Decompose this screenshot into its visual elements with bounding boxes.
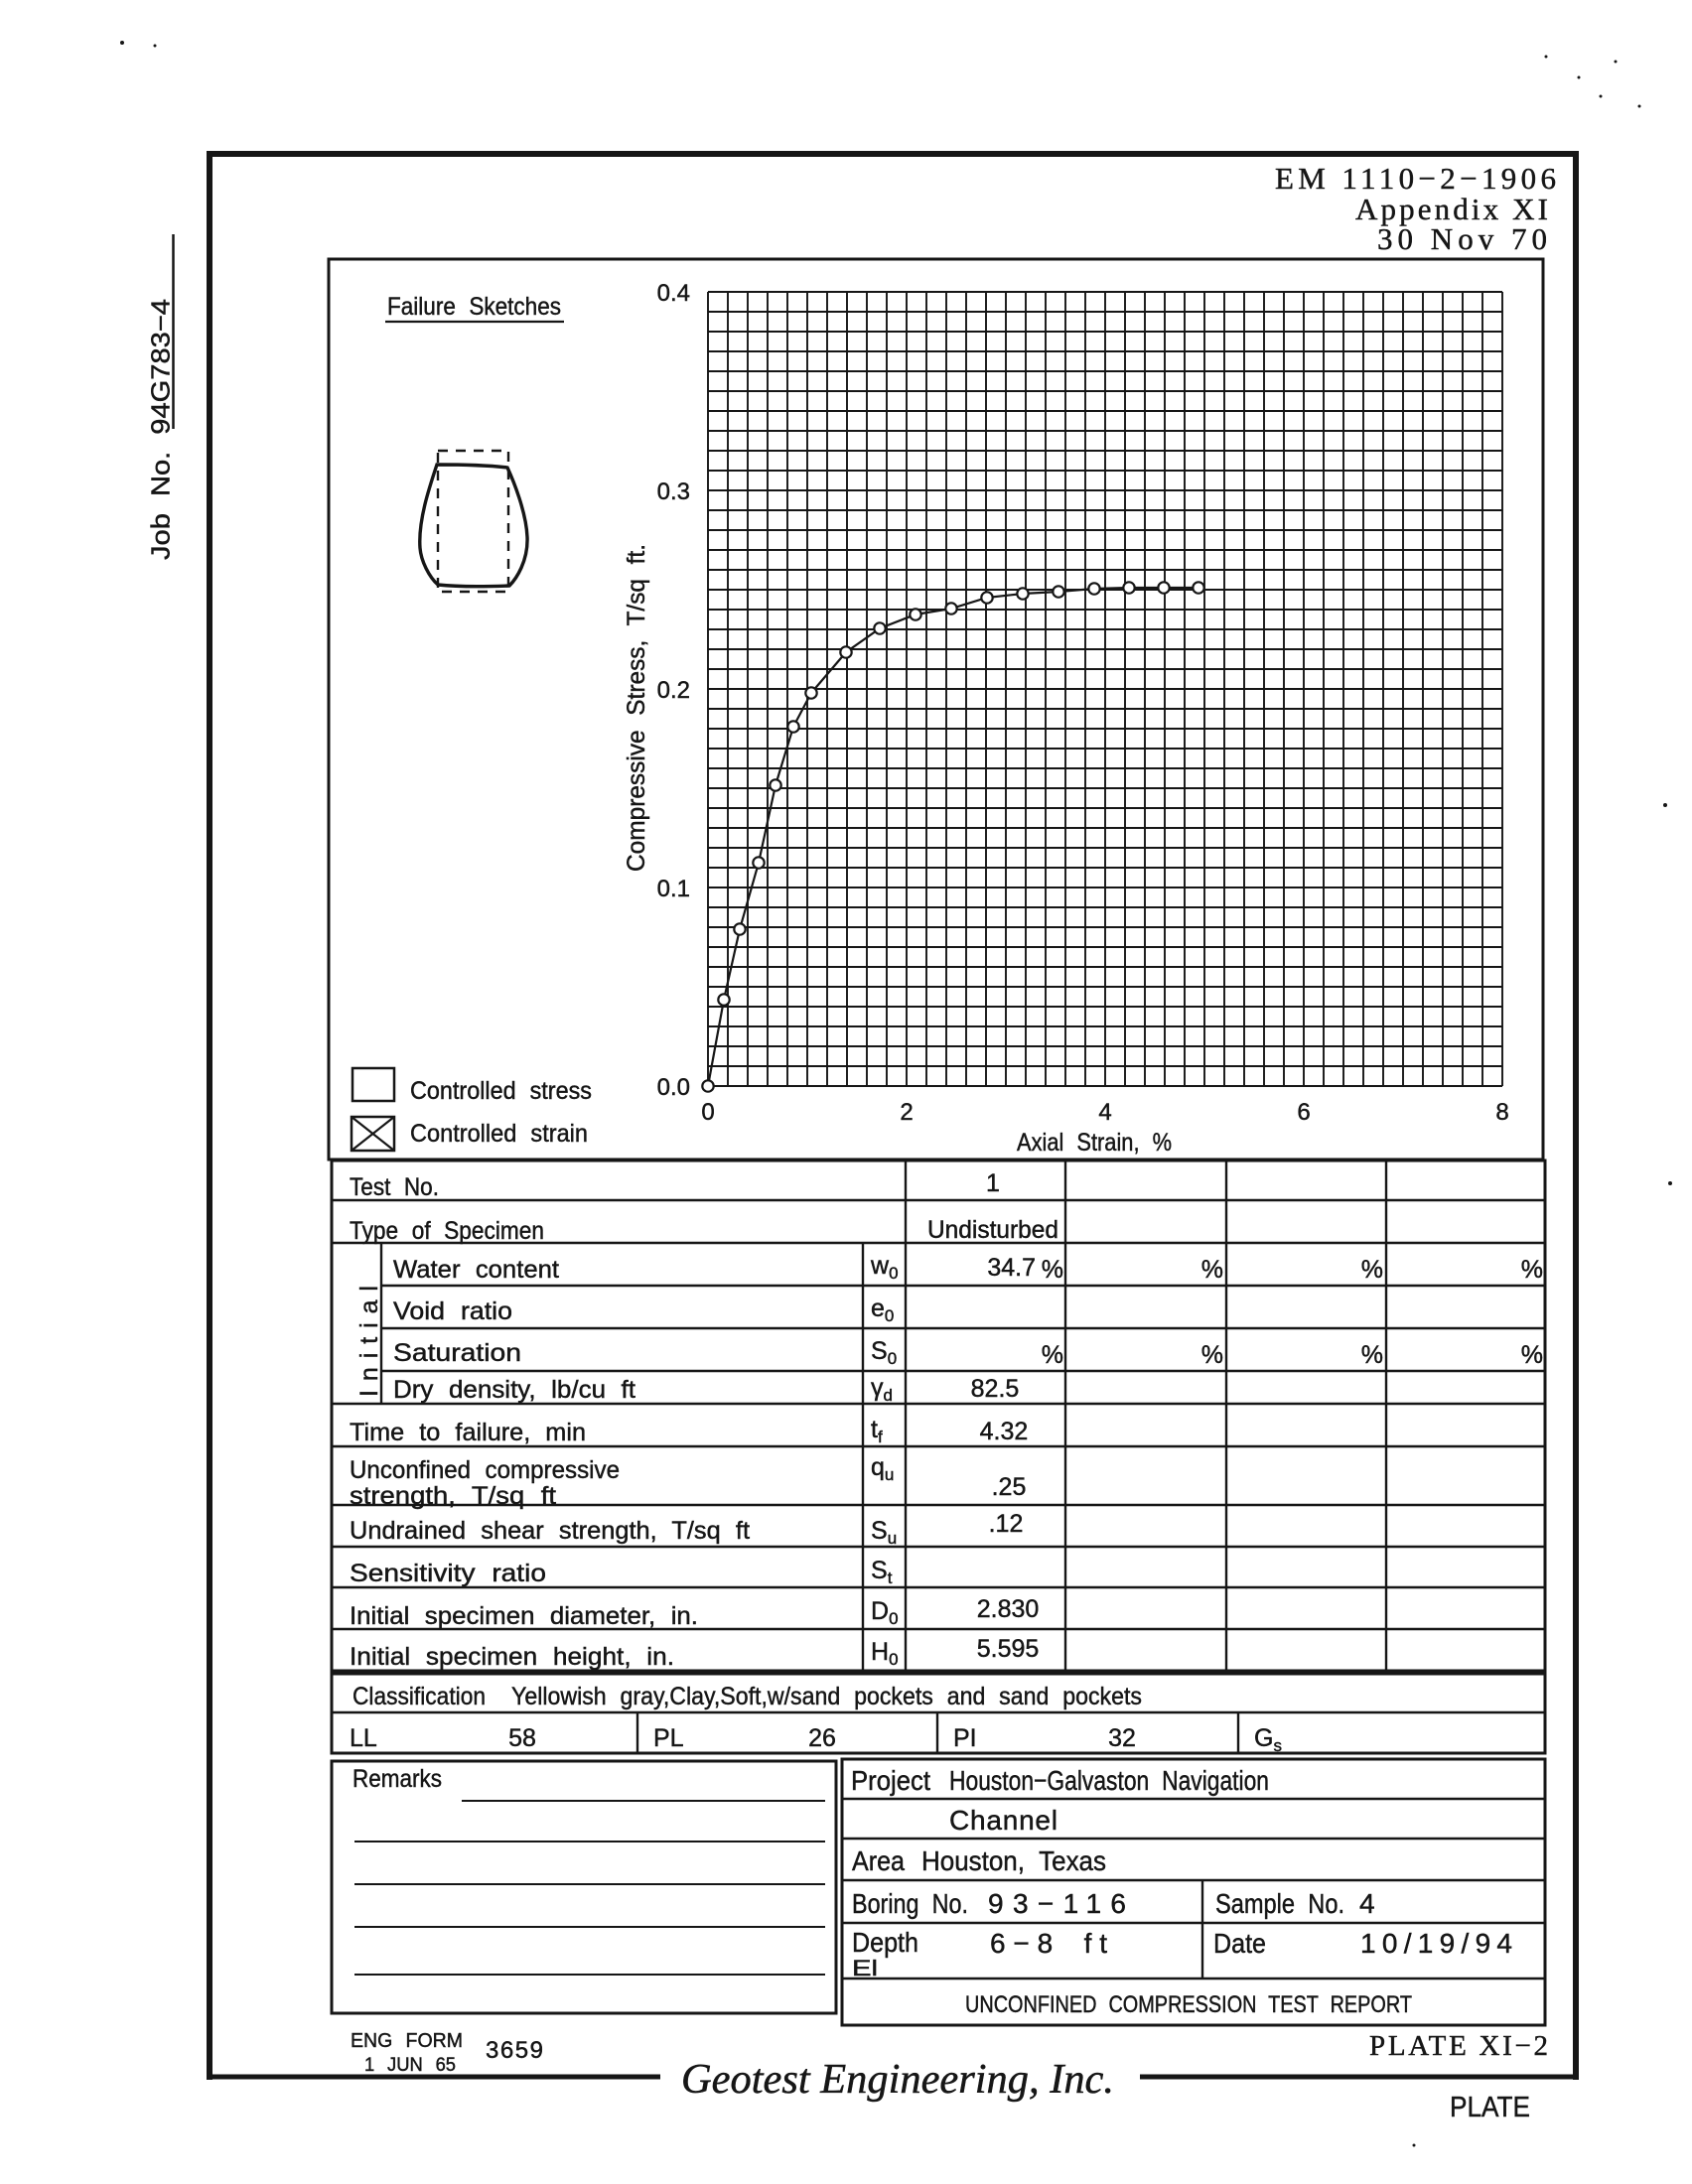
svg-text:PLATE: PLATE [1450,2092,1530,2123]
svg-text:Dry density, lb/cu ft: Dry density, lb/cu ft [393,1376,635,1404]
svg-text:ENG FORM: ENG FORM [351,2030,463,2052]
svg-text:Void ratio: Void ratio [393,1297,512,1325]
svg-text:%: % [1361,1256,1383,1284]
svg-text:%: % [1521,1341,1543,1369]
svg-text:Test No.: Test No. [350,1173,439,1201]
svg-text:Controlled stress: Controlled stress [410,1077,592,1105]
svg-text:Project: Project [851,1765,930,1796]
svg-text:26: 26 [808,1724,836,1752]
svg-text:4.32: 4.32 [980,1418,1029,1445]
svg-text:PLATE XI−2: PLATE XI−2 [1369,2030,1548,2062]
svg-text:e0: e0 [871,1295,894,1325]
svg-text:S0: S0 [871,1337,897,1368]
svg-text:4: 4 [1098,1099,1111,1126]
svg-text:Houston−Galvaston Navigation: Houston−Galvaston Navigation [949,1765,1269,1796]
svg-text:qu: qu [871,1453,894,1484]
svg-text:Depth: Depth [852,1927,918,1958]
svg-text:0.2: 0.2 [657,677,690,704]
svg-text:w0: w0 [870,1252,899,1283]
svg-text:D0: D0 [871,1597,899,1628]
svg-text:Water content: Water content [393,1256,559,1284]
svg-text:Su: Su [871,1517,897,1548]
svg-text:1: 1 [986,1169,1000,1197]
svg-text:.12: .12 [989,1510,1024,1538]
svg-text:8: 8 [1495,1099,1508,1126]
svg-text:Time to failure, min: Time to failure, min [350,1419,586,1446]
svg-text:Yellowish gray,Clay,Soft,w/san: Yellowish gray,Clay,Soft,w/sand pockets … [511,1683,1142,1710]
svg-text:tf: tf [871,1416,883,1446]
svg-text:LL: LL [350,1724,377,1752]
svg-text:30 Nov 70: 30 Nov 70 [1377,221,1547,256]
svg-text:0: 0 [701,1099,714,1126]
svg-text:5.595: 5.595 [977,1635,1040,1663]
svg-text:Boring No.: Boring No. [852,1888,968,1919]
svg-text:Date: Date [1213,1928,1266,1959]
svg-text:6: 6 [1297,1099,1310,1126]
svg-text:%: % [1201,1256,1223,1284]
svg-text:Initial: Initial [355,1286,383,1397]
svg-text:0.0: 0.0 [657,1074,690,1101]
svg-text:2.830: 2.830 [977,1595,1040,1623]
svg-text:0.3: 0.3 [657,478,690,505]
svg-text:32: 32 [1108,1724,1136,1752]
svg-text:Remarks: Remarks [352,1765,442,1793]
svg-text:Area: Area [852,1845,905,1876]
svg-text:4: 4 [1359,1888,1375,1919]
svg-text:γd: γd [871,1374,893,1405]
svg-text:0.4: 0.4 [657,280,690,307]
svg-text:%: % [1361,1341,1383,1369]
svg-text:82.5: 82.5 [971,1375,1020,1403]
svg-text:0.1: 0.1 [657,876,690,902]
svg-text:2: 2 [900,1099,913,1126]
svg-text:PI: PI [953,1724,977,1752]
svg-text:Compressive Stress, T/sq ft.: Compressive Stress, T/sq ft. [623,544,650,872]
svg-text:93−116: 93−116 [988,1888,1126,1919]
svg-text:%: % [1042,1341,1063,1369]
svg-text:Sample No.: Sample No. [1215,1888,1344,1919]
svg-text:Gs: Gs [1254,1724,1282,1755]
svg-text:6−8 ft: 6−8 ft [990,1928,1107,1959]
svg-text:Job No. 94G783−4: Job No. 94G783−4 [146,299,176,560]
svg-text:10/19/94: 10/19/94 [1360,1928,1512,1959]
svg-text:.25: .25 [992,1473,1027,1501]
svg-text:34.7: 34.7 [987,1254,1036,1282]
svg-text:%: % [1042,1256,1063,1284]
svg-text:El: El [852,1956,878,1980]
svg-text:Channel: Channel [949,1805,1058,1836]
svg-text:Geotest Engineering, Inc.: Geotest Engineering, Inc. [681,2057,1114,2103]
svg-text:Failure Sketches: Failure Sketches [387,293,561,321]
svg-text:St: St [871,1557,893,1587]
svg-text:Axial Strain, %: Axial Strain, % [1017,1129,1172,1157]
svg-text:58: 58 [508,1724,536,1752]
svg-text:Controlled strain: Controlled strain [410,1120,588,1148]
svg-text:Undisturbed: Undisturbed [927,1216,1058,1244]
svg-text:%: % [1521,1256,1543,1284]
svg-text:1 JUN 65: 1 JUN 65 [364,2055,456,2076]
svg-text:%: % [1201,1341,1223,1369]
svg-text:Houston, Texas: Houston, Texas [921,1845,1106,1876]
svg-text:Unconfined compressive: Unconfined compressive [350,1456,620,1484]
svg-text:H0: H0 [871,1638,899,1669]
svg-text:3659: 3659 [486,2037,543,2064]
svg-text:Initial specimen height, in.: Initial specimen height, in. [350,1643,674,1671]
svg-text:Type of Specimen: Type of Specimen [350,1217,544,1245]
svg-text:Saturation: Saturation [393,1339,521,1367]
svg-text:PL: PL [653,1724,684,1752]
svg-text:Initial specimen diameter, in.: Initial specimen diameter, in. [350,1602,698,1630]
svg-text:Sensitivity ratio: Sensitivity ratio [350,1560,546,1587]
svg-text:UNCONFINED COMPRESSION TEST RE: UNCONFINED COMPRESSION TEST REPORT [965,1991,1412,2018]
svg-text:strength, T/sq ft: strength, T/sq ft [350,1482,556,1510]
svg-text:EM 1110−2−1906: EM 1110−2−1906 [1275,161,1556,196]
svg-text:Undrained shear strength, T/sq: Undrained shear strength, T/sq ft [350,1517,750,1545]
svg-text:Classification: Classification [352,1683,486,1710]
